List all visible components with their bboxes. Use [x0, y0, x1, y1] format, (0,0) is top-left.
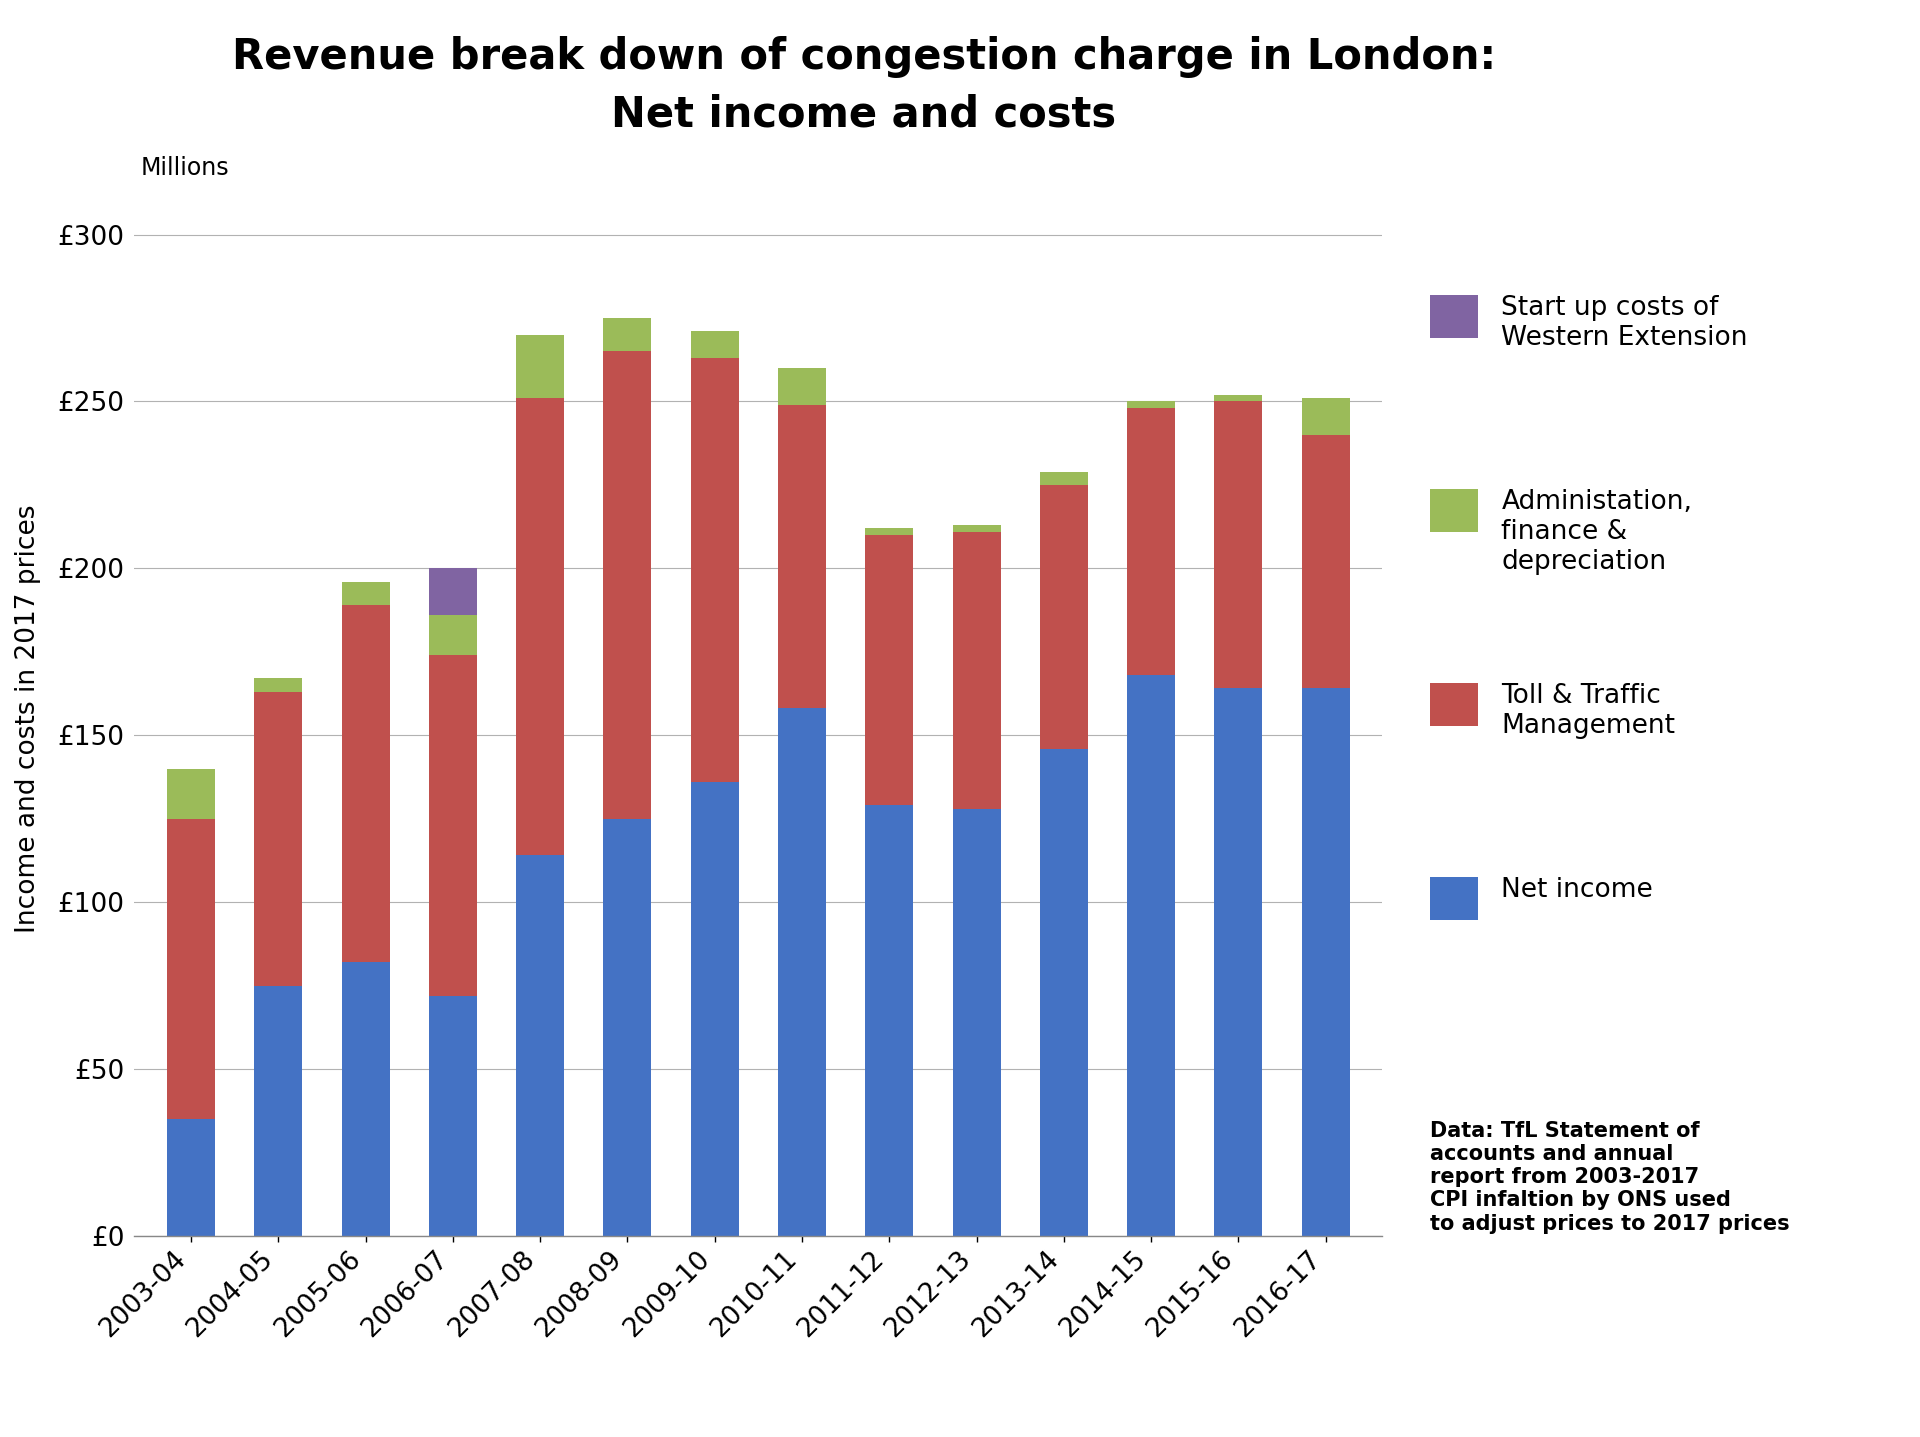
Y-axis label: Income and costs in 2017 prices: Income and costs in 2017 prices [15, 504, 40, 933]
Bar [691, 332, 739, 358]
Bar [342, 605, 390, 963]
Bar [253, 986, 301, 1236]
Bar [866, 805, 914, 1236]
Text: Net income: Net income [1501, 877, 1653, 902]
Bar [778, 405, 826, 708]
Bar [691, 358, 739, 782]
Bar [167, 769, 215, 819]
Bar [866, 535, 914, 805]
Bar [253, 691, 301, 986]
Bar [1127, 408, 1175, 675]
Bar [952, 525, 1000, 532]
Bar [342, 582, 390, 605]
Bar [516, 335, 564, 398]
Bar [952, 532, 1000, 809]
Bar [428, 655, 476, 996]
Bar [428, 996, 476, 1236]
Bar [1127, 675, 1175, 1236]
Bar [866, 529, 914, 535]
Bar [1302, 688, 1350, 1236]
Bar [253, 678, 301, 691]
Text: Net income and costs: Net income and costs [611, 93, 1117, 135]
Bar [778, 368, 826, 405]
Bar [516, 855, 564, 1236]
Bar [952, 809, 1000, 1236]
Bar [1041, 484, 1089, 749]
Text: Toll & Traffic
Management: Toll & Traffic Management [1501, 683, 1676, 739]
Bar [516, 398, 564, 855]
Bar [603, 352, 651, 819]
Text: Revenue break down of congestion charge in London:: Revenue break down of congestion charge … [232, 36, 1496, 78]
Bar [1213, 688, 1261, 1236]
Bar [167, 819, 215, 1119]
Bar [691, 782, 739, 1236]
Bar [428, 568, 476, 615]
Bar [1041, 749, 1089, 1236]
Bar [1127, 401, 1175, 408]
Text: Data: TfL Statement of
accounts and annual
report from 2003-2017
CPI infaltion b: Data: TfL Statement of accounts and annu… [1430, 1121, 1789, 1233]
Text: Start up costs of
Western Extension: Start up costs of Western Extension [1501, 295, 1747, 351]
Bar [167, 1119, 215, 1236]
Text: Millions: Millions [140, 155, 228, 180]
Bar [603, 819, 651, 1236]
Bar [603, 318, 651, 352]
Bar [778, 708, 826, 1236]
Bar [1213, 401, 1261, 688]
Text: Administation,
finance &
depreciation: Administation, finance & depreciation [1501, 489, 1692, 575]
Bar [1302, 435, 1350, 688]
Bar [428, 615, 476, 655]
Bar [1041, 471, 1089, 484]
Bar [342, 963, 390, 1236]
Bar [1213, 395, 1261, 401]
Bar [1302, 398, 1350, 435]
